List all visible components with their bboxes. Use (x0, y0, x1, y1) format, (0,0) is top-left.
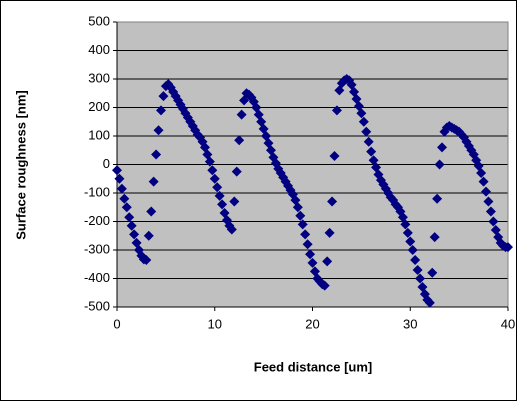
data-point (124, 212, 135, 223)
data-point (412, 264, 423, 275)
y-tick-label: -300 (84, 241, 110, 256)
data-point (126, 220, 137, 231)
y-tick-label: -400 (84, 270, 110, 285)
data-point (158, 91, 169, 102)
data-point (212, 182, 223, 193)
data-point (429, 232, 440, 243)
x-tick-label: 30 (403, 316, 417, 331)
data-point (292, 202, 303, 213)
data-point (231, 166, 242, 177)
y-tick-label: -500 (84, 298, 110, 313)
data-point (400, 219, 411, 230)
data-point (297, 219, 308, 230)
y-tick-label: 400 (88, 42, 110, 57)
data-point (427, 267, 438, 278)
data-point (155, 105, 166, 116)
data-point (295, 210, 306, 221)
data-point (146, 206, 157, 217)
data-point (410, 254, 421, 265)
data-point (236, 109, 247, 120)
data-point (324, 227, 335, 238)
data-point (136, 250, 147, 261)
data-point (476, 168, 487, 179)
x-tick-label: 20 (305, 316, 319, 331)
y-axis-title: Surface roughness [nm] (13, 90, 28, 240)
data-point (226, 224, 237, 235)
x-tick-label: 40 (501, 316, 515, 331)
data-point (432, 193, 443, 204)
y-tick-label: 200 (88, 99, 110, 114)
y-tick-label: 500 (88, 13, 110, 28)
data-point (119, 193, 130, 204)
data-point (307, 257, 318, 268)
data-point (129, 229, 140, 240)
data-point (402, 227, 413, 238)
y-tick-label: -200 (84, 213, 110, 228)
data-point (356, 108, 367, 119)
data-point (214, 190, 225, 201)
data-point (204, 156, 215, 167)
data-point (116, 183, 127, 194)
y-tick-label: 0 (103, 156, 110, 171)
data-point (481, 186, 492, 197)
data-point (143, 230, 154, 241)
data-point (141, 254, 152, 265)
x-tick-label: 0 (113, 316, 120, 331)
data-point (483, 196, 494, 207)
data-point (424, 297, 435, 308)
data-point (327, 196, 338, 207)
data-point (366, 146, 377, 157)
data-point (112, 165, 122, 176)
data-point (151, 149, 162, 160)
y-tick-label: 100 (88, 127, 110, 142)
data-point (434, 159, 445, 170)
data-point (217, 199, 228, 210)
x-axis-title: Feed distance [um] (254, 359, 372, 374)
data-point (363, 136, 374, 147)
data-point (478, 176, 489, 187)
data-point (229, 196, 240, 207)
data-point (302, 239, 313, 250)
data-point (121, 202, 132, 213)
data-point (329, 150, 340, 161)
y-tick-label: 300 (88, 70, 110, 85)
data-point (209, 173, 220, 184)
data-point (415, 273, 426, 284)
data-point (407, 245, 418, 255)
data-point (153, 125, 164, 136)
data-point (437, 142, 448, 153)
data-point (319, 280, 330, 291)
data-point (503, 242, 513, 253)
data-point (207, 165, 218, 176)
data-point (234, 135, 245, 146)
data-point (361, 126, 372, 137)
data-point (305, 249, 316, 260)
data-point (485, 206, 496, 217)
x-tick-label: 10 (208, 316, 222, 331)
y-tick-label: -100 (84, 184, 110, 199)
data-point (331, 105, 342, 116)
data-point (148, 176, 159, 187)
data-point (405, 236, 416, 247)
data-point (488, 216, 499, 227)
data-point (358, 116, 369, 127)
data-point (300, 229, 311, 240)
data-point (322, 256, 333, 267)
data-point (114, 173, 125, 184)
